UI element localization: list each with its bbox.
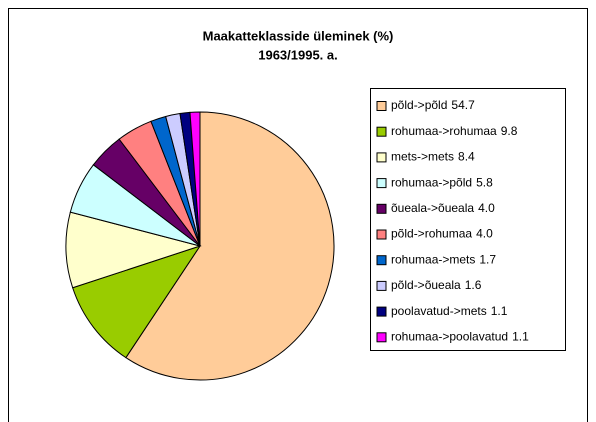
legend-value: 8.4 bbox=[458, 150, 475, 164]
legend-value: 1.1 bbox=[512, 329, 529, 343]
legend-label: õueala->õueala bbox=[391, 201, 474, 215]
legend-swatch bbox=[376, 101, 387, 111]
legend-label: põld->põld bbox=[391, 98, 447, 112]
legend-label: rohumaa->mets bbox=[391, 252, 475, 266]
legend-label: rohumaa->põld bbox=[391, 175, 472, 189]
legend-swatch bbox=[376, 280, 387, 291]
pie-slice bbox=[189, 111, 201, 247]
legend-label: mets->mets bbox=[391, 150, 454, 164]
legend-value: 1.7 bbox=[479, 252, 496, 266]
legend-value: 4.0 bbox=[478, 201, 495, 215]
chart-title: Maakatteklasside üleminek (%) bbox=[203, 28, 394, 43]
legend-swatch bbox=[376, 306, 387, 317]
legend-value: 9.8 bbox=[501, 124, 518, 138]
legend-box bbox=[370, 88, 566, 351]
pie-slice bbox=[72, 245, 202, 359]
legend-swatch bbox=[376, 152, 387, 163]
chart-subtitle: 1963/1995. a. bbox=[258, 47, 338, 62]
legend-swatch bbox=[376, 255, 387, 266]
legend-label: põld->rohumaa bbox=[391, 227, 472, 241]
legend-value: 1.6 bbox=[465, 278, 482, 292]
legend-swatch bbox=[376, 229, 387, 240]
legend-value: 54.7 bbox=[451, 98, 475, 112]
legend-label: põld->õueala bbox=[391, 278, 461, 292]
legend-swatch bbox=[376, 126, 387, 137]
legend-label: rohumaa->poolavatud bbox=[391, 329, 508, 343]
legend-swatch bbox=[376, 178, 387, 189]
legend-label: rohumaa->rohumaa bbox=[391, 124, 497, 138]
legend-value: 4.0 bbox=[476, 227, 493, 241]
legend-swatch bbox=[376, 332, 387, 343]
legend-swatch bbox=[376, 203, 387, 214]
pie-slice bbox=[125, 111, 335, 381]
legend-value: 5.8 bbox=[476, 175, 493, 189]
legend-label: poolavatud->mets bbox=[391, 304, 487, 318]
legend-value: 1.1 bbox=[491, 304, 508, 318]
